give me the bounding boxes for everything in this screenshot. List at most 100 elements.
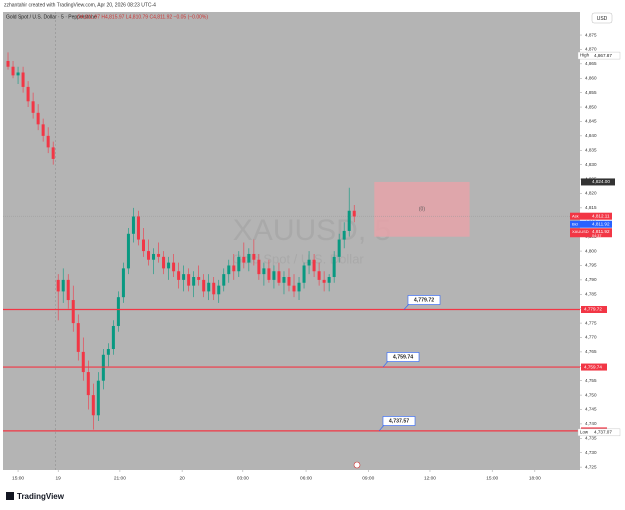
y-tick-label: 4,775 bbox=[585, 320, 597, 325]
candle-body bbox=[217, 285, 221, 295]
zone bbox=[374, 181, 470, 237]
logo: TradingView bbox=[6, 492, 65, 501]
candle-body bbox=[16, 72, 20, 76]
x-tick-label: 18:00 bbox=[529, 475, 541, 481]
callout-box bbox=[382, 416, 416, 426]
price-tag-prefix: Bid bbox=[572, 221, 578, 226]
y-tick-label: 4,860 bbox=[585, 75, 597, 80]
candle-body bbox=[126, 233, 130, 269]
y-tick-label: 4,725 bbox=[585, 464, 597, 469]
candle-body bbox=[31, 101, 35, 113]
candle-body bbox=[26, 86, 30, 102]
callout-box bbox=[407, 295, 441, 305]
candle-body bbox=[131, 216, 135, 234]
candle-body bbox=[337, 239, 341, 257]
x-tick-label: 06:00 bbox=[300, 475, 312, 481]
candle-body bbox=[277, 271, 281, 283]
candle-body bbox=[106, 349, 110, 355]
event-marker[interactable] bbox=[353, 461, 361, 469]
y-tick-label: 4,855 bbox=[585, 90, 597, 95]
candle-body bbox=[242, 256, 246, 263]
price-tag-label: 4,812.11 bbox=[592, 213, 610, 218]
price-tag-sub: 04:37 bbox=[592, 234, 602, 238]
price-tag-prefix: XAUUSD bbox=[572, 229, 589, 234]
candle-body bbox=[101, 354, 105, 381]
candle-body bbox=[257, 259, 261, 275]
candle-body bbox=[56, 279, 60, 292]
level-tag-label: 4,759.74 bbox=[584, 364, 602, 369]
watermark-symbol: XAUUSD, 5 bbox=[233, 214, 391, 247]
x-tick-label: 12:00 bbox=[424, 475, 436, 481]
x-tick-label: 09:00 bbox=[362, 475, 374, 481]
candle-body bbox=[297, 282, 301, 292]
level-tag bbox=[581, 305, 607, 313]
candle-body bbox=[152, 253, 156, 260]
candle-body bbox=[91, 395, 95, 416]
candle-body bbox=[227, 265, 231, 275]
candle-body bbox=[71, 300, 75, 324]
price-tag bbox=[570, 212, 612, 220]
ohlc-line: O4,811.97 H4,815.97 L4,810.79 C4,811.92 … bbox=[77, 14, 208, 20]
candle-body bbox=[116, 297, 120, 326]
level-tag bbox=[581, 363, 607, 371]
high-tag-name: High bbox=[580, 53, 590, 58]
candle-body bbox=[86, 372, 90, 396]
y-tick-label: 4,730 bbox=[585, 450, 597, 455]
candle-body bbox=[212, 282, 216, 295]
candle-body bbox=[317, 271, 321, 280]
candle-body bbox=[177, 271, 181, 280]
author-line: zzhantahir created with TradingView.com,… bbox=[4, 2, 156, 8]
y-tick-label: 4,750 bbox=[585, 392, 597, 397]
candle-body bbox=[96, 380, 100, 416]
x-tick-label: 20 bbox=[179, 475, 185, 481]
y-tick-label: 4,840 bbox=[585, 133, 597, 138]
x-tick-label: 19 bbox=[56, 475, 62, 481]
y-tick-label: 4,765 bbox=[585, 349, 597, 354]
candle-body bbox=[111, 325, 115, 350]
candle-body bbox=[187, 274, 191, 286]
candle-body bbox=[66, 279, 70, 301]
y-tick-label: 4,755 bbox=[585, 378, 597, 383]
currency-label: USD bbox=[597, 16, 608, 22]
y-tick-label: 4,865 bbox=[585, 61, 597, 66]
candle-body bbox=[182, 274, 186, 280]
y-tick-label: 4,740 bbox=[585, 421, 597, 426]
candle-body bbox=[312, 259, 316, 272]
price-tag bbox=[581, 178, 615, 186]
high-tag bbox=[577, 51, 621, 60]
low-tag-label: 4,737.07 bbox=[594, 430, 612, 435]
candle-body bbox=[61, 279, 65, 292]
low-tag-name: Low bbox=[580, 430, 589, 435]
currency-button[interactable] bbox=[591, 12, 613, 24]
candle-body bbox=[197, 277, 201, 280]
zone-label: (0) bbox=[419, 207, 425, 213]
candle-body bbox=[237, 256, 241, 272]
y-tick-label: 4,815 bbox=[585, 205, 597, 210]
y-tick-label: 4,870 bbox=[585, 47, 597, 52]
watermark-name: Gold Spot / U.S. Dollar bbox=[232, 251, 364, 266]
high-tag-label: 4,867.87 bbox=[594, 53, 612, 58]
y-tick-label: 4,745 bbox=[585, 407, 597, 412]
price-tag-label: 4,811.92 bbox=[592, 221, 610, 226]
price-tag-prefix: Ask bbox=[572, 213, 579, 218]
low-tag bbox=[577, 428, 621, 437]
candle-body bbox=[167, 262, 171, 269]
candle-body bbox=[232, 265, 236, 272]
price-tag bbox=[570, 228, 612, 238]
candle-body bbox=[282, 277, 286, 283]
candle-body bbox=[81, 351, 85, 373]
y-tick-label: 4,795 bbox=[585, 263, 597, 268]
candle-body bbox=[287, 277, 291, 286]
y-tick-label: 4,735 bbox=[585, 436, 597, 441]
y-tick-label: 4,835 bbox=[585, 147, 597, 152]
candle-body bbox=[136, 216, 140, 240]
candle-body bbox=[202, 279, 206, 292]
candle-body bbox=[267, 268, 271, 280]
y-tick-label: 4,800 bbox=[585, 248, 597, 253]
candle-body bbox=[352, 210, 356, 217]
price-tag-label: 4,811.92 bbox=[592, 229, 610, 234]
candle-body bbox=[247, 253, 251, 263]
candle-body bbox=[322, 279, 326, 283]
candle-body bbox=[51, 147, 55, 159]
y-tick-label: 4,845 bbox=[585, 119, 597, 124]
